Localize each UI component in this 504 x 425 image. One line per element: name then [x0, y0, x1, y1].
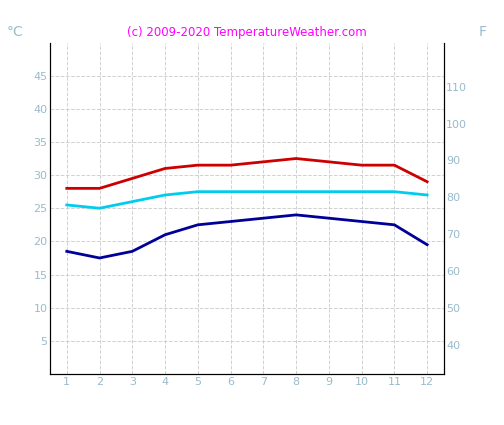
Title: (c) 2009-2020 TemperatureWeather.com: (c) 2009-2020 TemperatureWeather.com [127, 26, 367, 39]
Text: °C: °C [7, 25, 23, 39]
Text: F: F [479, 25, 487, 39]
